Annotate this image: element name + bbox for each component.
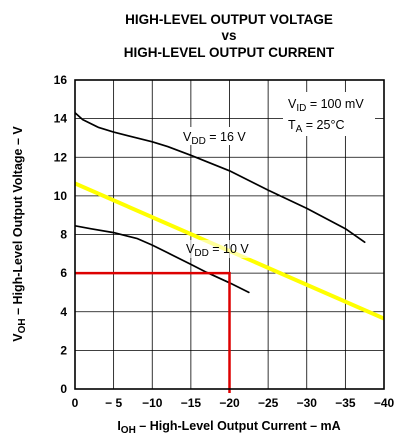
chart-title-line-3: HIGH-LEVEL OUTPUT CURRENT bbox=[124, 45, 335, 60]
x-tick-label: − 5 bbox=[105, 396, 122, 410]
chart-title-line-1: HIGH-LEVEL OUTPUT VOLTAGE bbox=[125, 12, 333, 27]
plot-frame bbox=[74, 79, 385, 390]
x-tick-label: −20 bbox=[219, 396, 240, 410]
series-label-10v: VDD = 10 V bbox=[186, 242, 249, 259]
x-tick-label: −40 bbox=[374, 396, 395, 410]
x-tick-label: 0 bbox=[72, 396, 79, 410]
y-tick-label: 2 bbox=[60, 343, 67, 357]
x-tick-label: −25 bbox=[258, 396, 279, 410]
y-tick-label: 0 bbox=[60, 382, 67, 396]
tick-labels: 0 − 5 −10 −15 −20 −25 −30 −35 −40 0 2 4 6 8 10 12 14 16 bbox=[54, 73, 395, 410]
y-tick-label: 12 bbox=[54, 150, 68, 164]
x-tick-label: −30 bbox=[297, 396, 318, 410]
y-tick-label: 6 bbox=[60, 266, 67, 280]
y-axis-label: VOH – High-Level Output Voltage – V bbox=[11, 126, 28, 342]
series-line-vdd-10v bbox=[75, 224, 250, 294]
y-tick-label: 16 bbox=[54, 73, 68, 87]
y-tick-label: 8 bbox=[60, 228, 67, 242]
condition-vid: VID = 100 mV bbox=[288, 97, 364, 114]
highlight-operating-point bbox=[75, 271, 231, 393]
conditions-box bbox=[283, 92, 375, 136]
highlight-lines bbox=[75, 271, 231, 393]
y-tick-label: 4 bbox=[60, 305, 67, 319]
series-label-bg-16v bbox=[180, 127, 260, 145]
x-tick-label: −10 bbox=[142, 396, 163, 410]
x-tick-label: −35 bbox=[335, 396, 356, 410]
y-tick-label: 14 bbox=[54, 112, 68, 126]
y-tick-label: 10 bbox=[54, 189, 68, 203]
series-label-bg-10v bbox=[183, 240, 261, 258]
series-line-vdd-16v bbox=[75, 111, 366, 244]
x-tick-label: −15 bbox=[181, 396, 202, 410]
chart-title-line-2: vs bbox=[221, 28, 236, 43]
series-label-16v: VDD = 16 V bbox=[183, 130, 246, 147]
condition-ta: TA = 25°C bbox=[288, 118, 345, 135]
x-axis-label: IOH – High-Level Output Current – mA bbox=[117, 419, 340, 436]
